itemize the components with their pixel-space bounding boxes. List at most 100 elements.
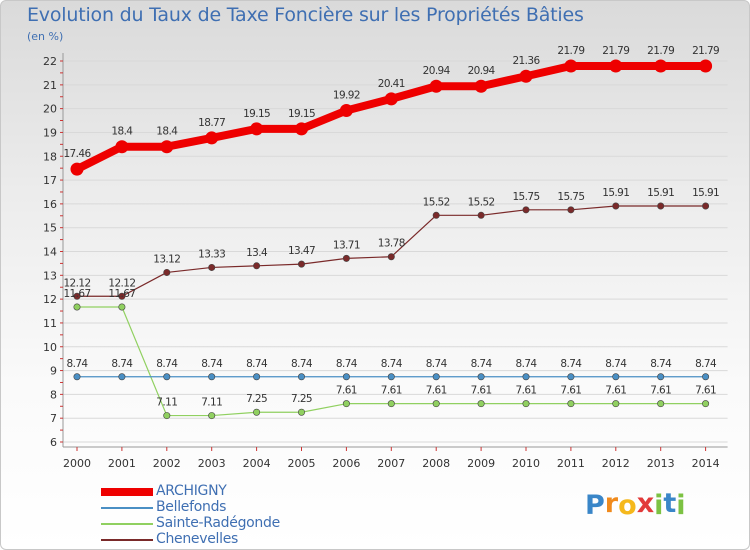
data-label: 13.12 bbox=[153, 253, 180, 265]
data-label: 15.91 bbox=[692, 187, 719, 199]
data-point bbox=[384, 92, 398, 106]
data-label: 7.61 bbox=[336, 385, 357, 397]
data-point bbox=[253, 262, 261, 270]
data-point bbox=[567, 206, 575, 214]
data-label: 8.74 bbox=[67, 358, 89, 370]
data-point bbox=[163, 373, 171, 381]
data-label: 21.79 bbox=[557, 45, 584, 57]
data-label: 8.74 bbox=[246, 358, 268, 370]
data-point bbox=[567, 400, 575, 408]
data-point bbox=[115, 140, 129, 154]
data-point bbox=[477, 400, 485, 408]
data-point bbox=[699, 59, 713, 73]
data-label: 11.67 bbox=[108, 288, 135, 300]
y-tick-label: 20 bbox=[43, 103, 57, 116]
data-label: 7.61 bbox=[605, 385, 626, 397]
data-label: 8.74 bbox=[695, 358, 717, 370]
data-label: 7.61 bbox=[381, 385, 402, 397]
x-tick-label: 2006 bbox=[332, 457, 360, 470]
data-point bbox=[702, 202, 710, 210]
data-label: 13.78 bbox=[378, 238, 405, 250]
data-point bbox=[163, 268, 171, 276]
data-label: 8.74 bbox=[605, 358, 627, 370]
data-point bbox=[657, 202, 665, 210]
data-label: 11.67 bbox=[63, 288, 90, 300]
data-label: 19.15 bbox=[288, 108, 315, 120]
data-label: 19.15 bbox=[243, 108, 270, 120]
data-point bbox=[297, 408, 305, 416]
y-tick-label: 13 bbox=[43, 269, 57, 282]
data-label: 7.25 bbox=[246, 393, 267, 405]
y-tick-label: 16 bbox=[43, 198, 57, 211]
data-label: 15.75 bbox=[512, 191, 539, 203]
data-point bbox=[387, 400, 395, 408]
x-tick-label: 2012 bbox=[602, 457, 630, 470]
data-point bbox=[522, 373, 530, 381]
data-point bbox=[432, 400, 440, 408]
x-tick-label: 2001 bbox=[108, 457, 136, 470]
legend-label: ARCHIGNY bbox=[156, 483, 227, 499]
y-tick-label: 12 bbox=[43, 293, 57, 306]
data-label: 13.71 bbox=[333, 239, 360, 251]
y-axis-unit: (en %) bbox=[27, 30, 64, 43]
logo-letter: o bbox=[618, 490, 637, 521]
data-point bbox=[208, 412, 216, 420]
data-point bbox=[519, 69, 533, 83]
data-label: 21.79 bbox=[602, 45, 629, 57]
data-label: 20.41 bbox=[378, 78, 405, 90]
data-label: 15.52 bbox=[468, 196, 495, 208]
data-point bbox=[295, 122, 308, 136]
y-tick-label: 10 bbox=[43, 341, 57, 354]
legend-swatch bbox=[101, 523, 153, 525]
data-point bbox=[160, 140, 174, 154]
data-point bbox=[73, 373, 81, 381]
data-point bbox=[73, 303, 81, 311]
y-tick-label: 11 bbox=[43, 317, 57, 330]
data-point bbox=[253, 373, 261, 381]
data-point bbox=[657, 400, 665, 408]
chart-title: Evolution du Taux de Taxe Foncière sur l… bbox=[27, 4, 584, 26]
x-tick-label: 2003 bbox=[198, 457, 226, 470]
data-point bbox=[70, 162, 84, 176]
data-point bbox=[477, 373, 485, 381]
data-point bbox=[609, 59, 623, 73]
data-label: 12.12 bbox=[63, 277, 90, 289]
y-tick-label: 21 bbox=[43, 79, 57, 92]
data-point bbox=[474, 79, 488, 93]
legend-label: Bellefonds bbox=[156, 499, 227, 515]
logo-letter: t bbox=[663, 488, 677, 519]
x-tick-label: 2004 bbox=[243, 457, 271, 470]
data-label: 8.74 bbox=[291, 358, 313, 370]
logo-letter: x bbox=[636, 488, 655, 519]
logo-letter: r bbox=[604, 488, 619, 519]
data-label: 8.74 bbox=[426, 358, 448, 370]
data-point bbox=[208, 373, 216, 381]
data-point bbox=[612, 202, 620, 210]
data-point bbox=[297, 260, 305, 268]
data-point bbox=[297, 373, 305, 381]
data-point bbox=[612, 400, 620, 408]
logo-letter: P bbox=[585, 490, 605, 521]
data-label: 15.52 bbox=[423, 196, 450, 208]
data-point bbox=[654, 59, 668, 73]
data-point bbox=[118, 303, 126, 311]
data-point bbox=[208, 263, 216, 271]
data-label: 8.74 bbox=[336, 358, 358, 370]
x-tick-label: 2000 bbox=[63, 457, 91, 470]
data-label: 15.91 bbox=[602, 187, 629, 199]
x-tick-label: 2005 bbox=[288, 457, 316, 470]
y-tick-label: 22 bbox=[43, 55, 57, 68]
data-point bbox=[567, 373, 575, 381]
x-tick-label: 2013 bbox=[647, 457, 675, 470]
data-point bbox=[477, 211, 485, 219]
data-label: 20.94 bbox=[468, 65, 496, 77]
data-point bbox=[564, 59, 578, 73]
data-label: 7.61 bbox=[560, 385, 581, 397]
proxiti-logo: Proxiti bbox=[585, 488, 686, 521]
data-point bbox=[250, 122, 264, 136]
data-label: 7.61 bbox=[516, 385, 537, 397]
data-label: 13.47 bbox=[288, 245, 315, 257]
logo-letter: i bbox=[676, 490, 686, 521]
x-tick-label: 2010 bbox=[512, 457, 540, 470]
